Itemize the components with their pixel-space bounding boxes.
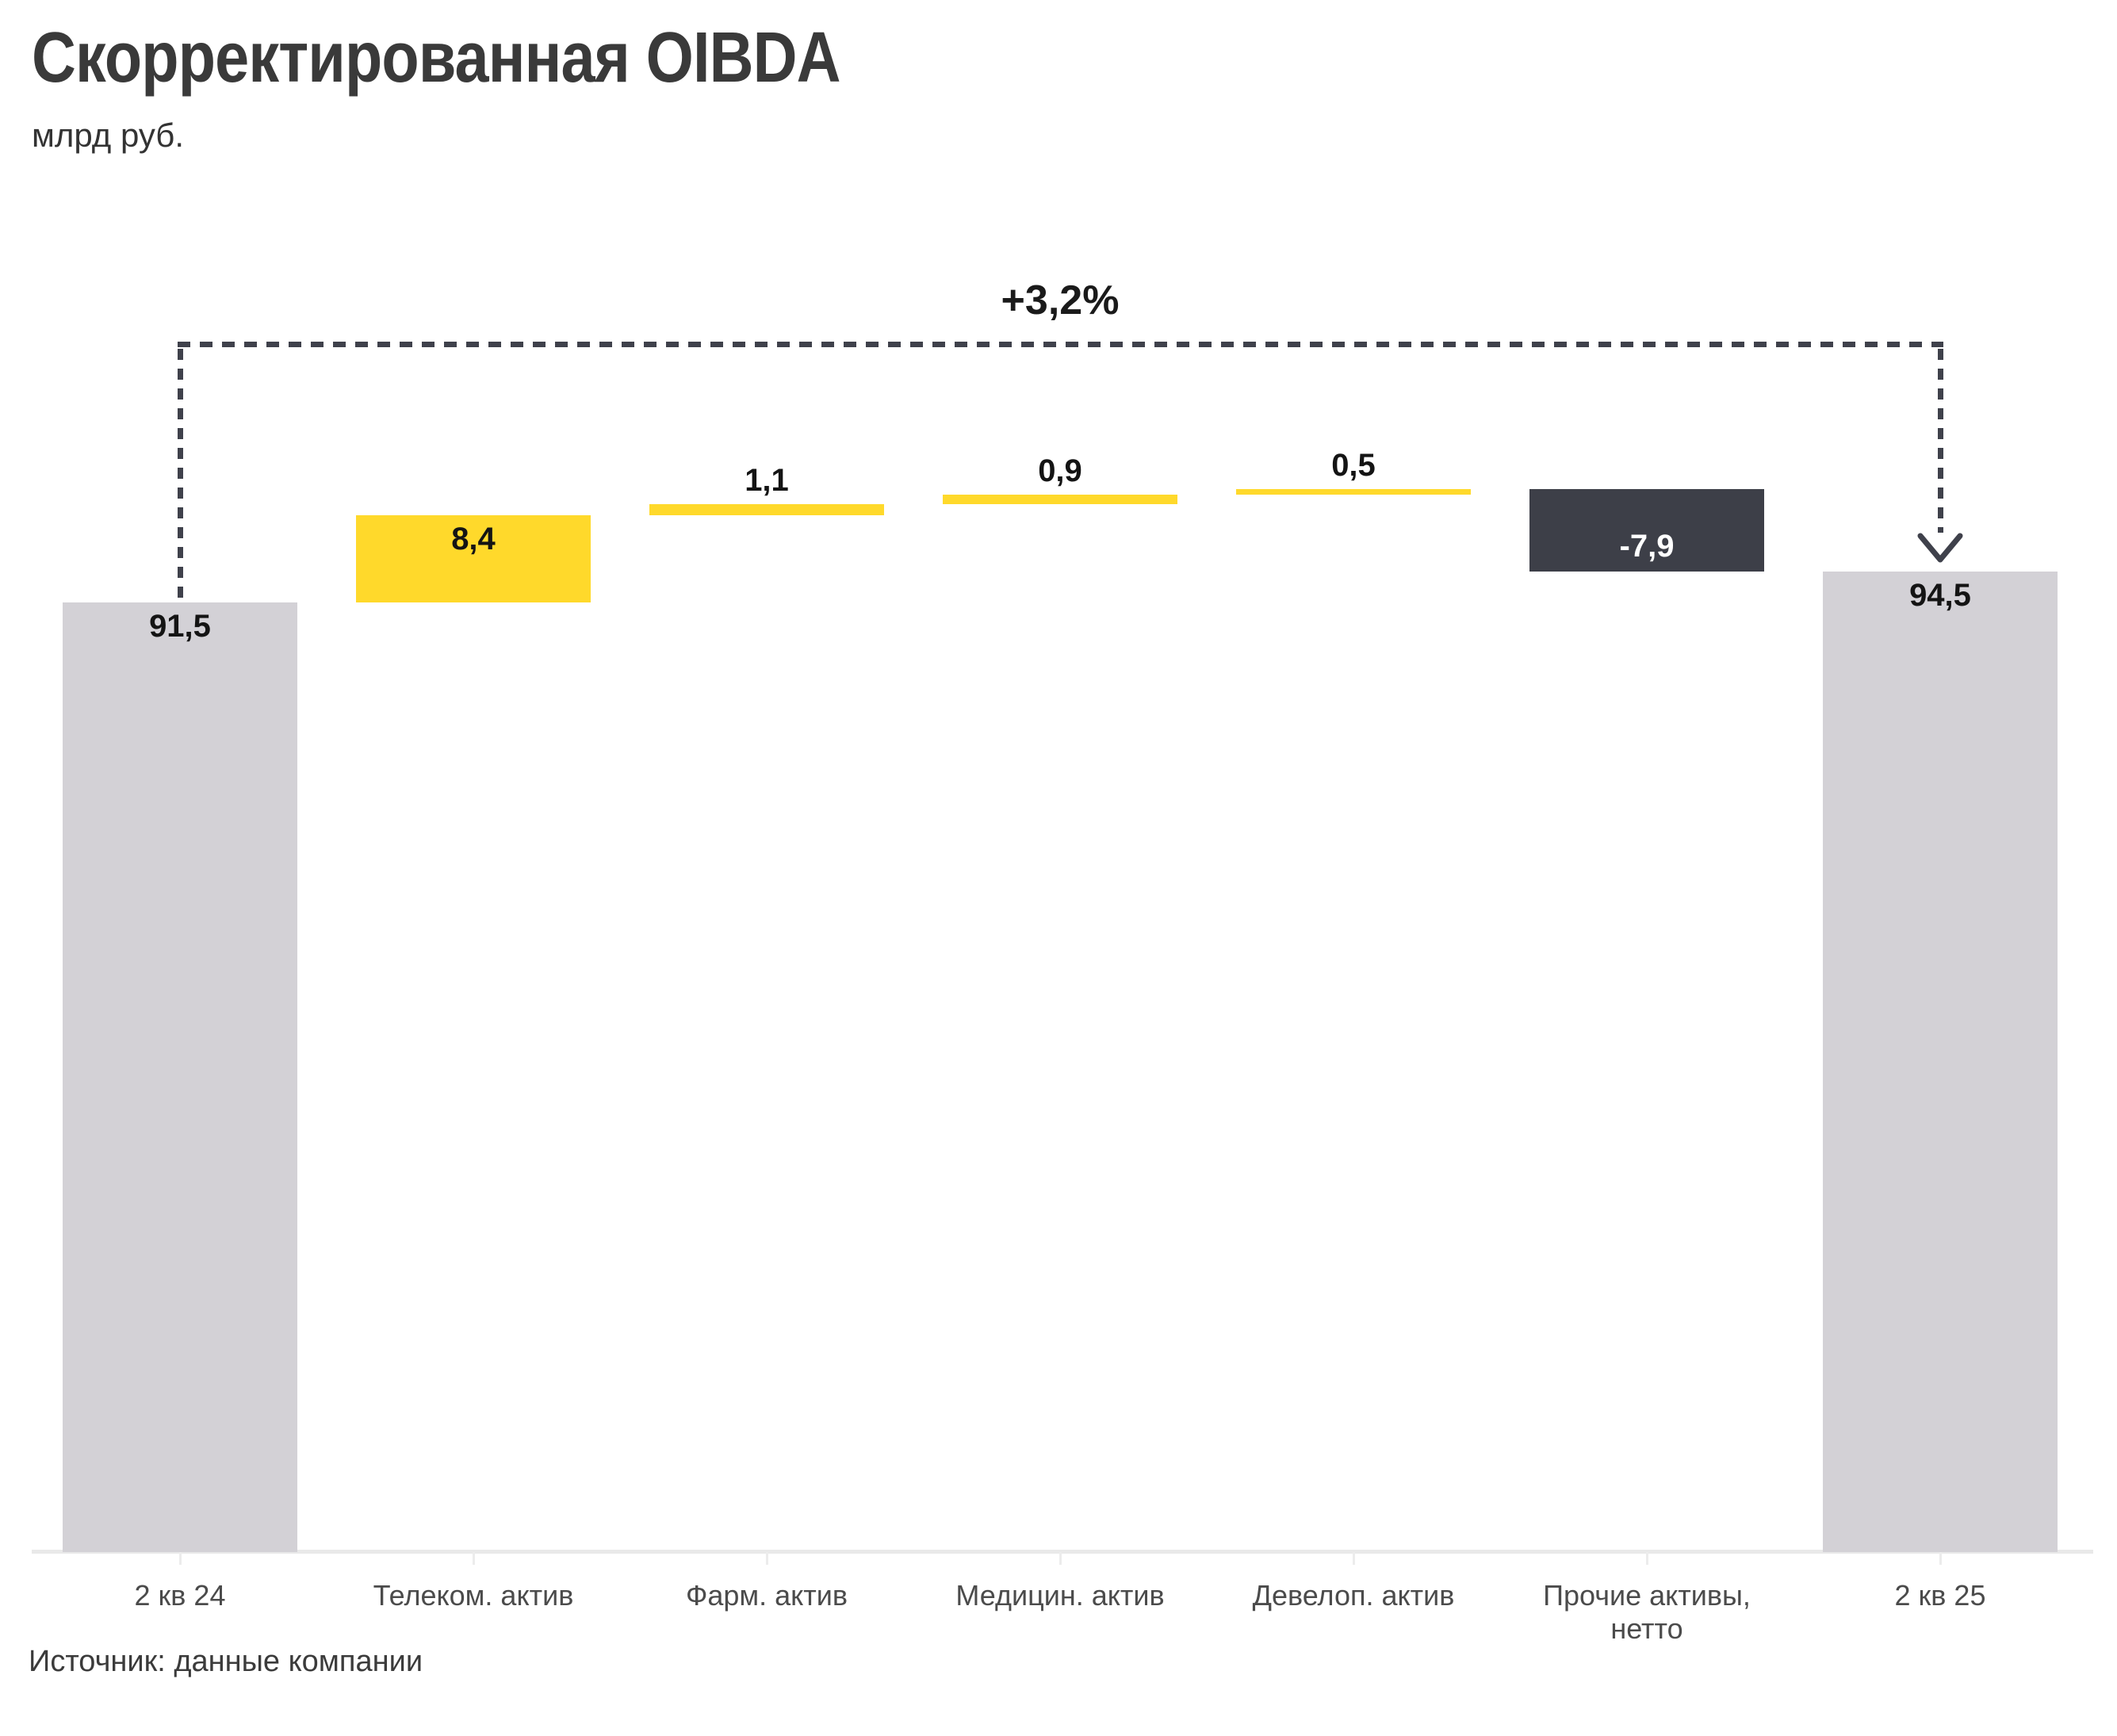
arrow-down-icon: [1917, 533, 1963, 563]
bar-value-label: -7,9: [1619, 528, 1675, 564]
x-axis-label: Прочие активы, нетто: [1543, 1579, 1751, 1645]
page-title: Скорректированная OIBDA: [32, 18, 841, 98]
bar-value-label: 8,4: [451, 522, 496, 556]
chart-units-subtitle: млрд руб.: [32, 117, 185, 154]
axis-tick: [1058, 1552, 1062, 1565]
x-axis-line: [32, 1550, 2093, 1554]
axis-tick: [1352, 1552, 1355, 1565]
waterfall-bar: [63, 602, 297, 1552]
x-axis-label: 2 кв 24: [134, 1579, 226, 1612]
waterfall-bar: [1823, 571, 2058, 1552]
source-note: Источник: данные компании: [29, 1645, 423, 1678]
x-axis-label: Телеком. актив: [373, 1579, 574, 1612]
waterfall-bar: [1529, 489, 1764, 572]
bracket-top-line: [178, 342, 1943, 347]
x-axis-label: Фарм. актив: [685, 1579, 848, 1612]
growth-annotation-label: +3,2%: [1001, 277, 1120, 323]
bar-value-label: 0,9: [1038, 453, 1082, 488]
bar-value-label: 1,1: [745, 462, 789, 498]
waterfall-bar: [1236, 489, 1471, 495]
axis-tick: [178, 1552, 182, 1565]
bar-value-label: 94,5: [1909, 577, 1971, 613]
axis-tick: [765, 1552, 768, 1565]
axis-tick: [1645, 1552, 1648, 1565]
bar-value-label: 0,5: [1331, 448, 1376, 484]
axis-tick: [472, 1552, 475, 1565]
bracket-left-line: [178, 349, 183, 601]
bracket-right-line: [1938, 349, 1943, 533]
waterfall-bar: [943, 494, 1177, 504]
bar-value-label: 91,5: [149, 608, 211, 644]
x-axis-label: Девелоп. актив: [1252, 1579, 1455, 1612]
waterfall-bar: [649, 503, 884, 515]
axis-tick: [1939, 1552, 1942, 1565]
waterfall-bar: [356, 515, 591, 602]
x-axis-label: 2 кв 25: [1894, 1579, 1986, 1612]
x-axis-label: Медицин. актив: [955, 1579, 1165, 1612]
